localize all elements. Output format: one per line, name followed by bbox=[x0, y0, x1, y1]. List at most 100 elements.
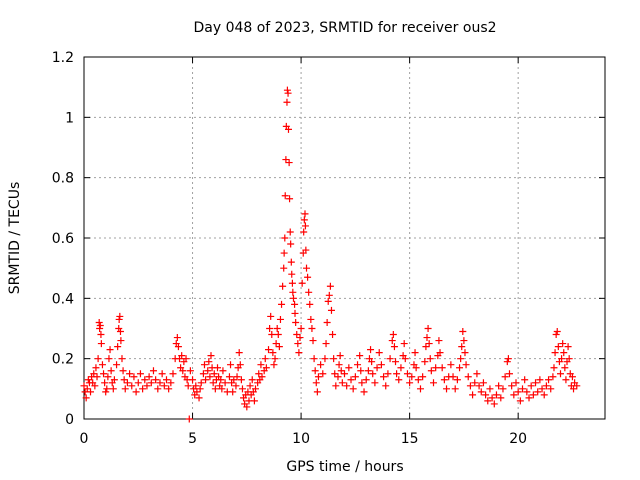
data-point bbox=[382, 382, 390, 390]
data-point bbox=[246, 382, 254, 390]
data-point bbox=[218, 385, 226, 393]
data-point bbox=[330, 355, 338, 363]
data-point bbox=[80, 382, 88, 390]
data-point bbox=[189, 376, 197, 384]
data-point bbox=[334, 373, 342, 381]
y-axis: 0 0.2 0.4 0.6 0.8 1 1.2 bbox=[52, 50, 605, 428]
data-point bbox=[516, 397, 524, 405]
data-point bbox=[280, 249, 288, 257]
data-point bbox=[304, 273, 312, 281]
data-point bbox=[251, 385, 259, 393]
data-point bbox=[323, 318, 331, 326]
data-point bbox=[422, 343, 430, 351]
data-point bbox=[527, 382, 535, 390]
x-tick-label: 20 bbox=[509, 431, 527, 447]
y-tick-label: 1 bbox=[65, 110, 74, 126]
data-point bbox=[285, 159, 293, 167]
x-tick-label: 10 bbox=[292, 431, 310, 447]
data-point bbox=[287, 240, 295, 248]
y-tick-label: 0.2 bbox=[52, 352, 74, 368]
data-point bbox=[96, 321, 104, 329]
data-point bbox=[202, 376, 210, 384]
data-point bbox=[192, 382, 200, 390]
data-point bbox=[162, 376, 170, 384]
data-point bbox=[384, 370, 392, 378]
data-point bbox=[362, 376, 370, 384]
data-point bbox=[270, 361, 278, 369]
data-point bbox=[364, 367, 372, 375]
data-point bbox=[459, 328, 467, 336]
data-point bbox=[508, 382, 516, 390]
data-point bbox=[281, 234, 289, 242]
data-point bbox=[291, 300, 299, 308]
data-point bbox=[278, 300, 286, 308]
x-tick-label: 15 bbox=[401, 431, 419, 447]
data-point bbox=[505, 370, 513, 378]
data-point bbox=[435, 337, 443, 345]
data-point bbox=[116, 328, 124, 336]
data-point bbox=[559, 340, 567, 348]
data-point bbox=[389, 331, 397, 339]
y-axis-label: SRMTID / TECUs bbox=[7, 182, 23, 295]
y-tick-label: 1.2 bbox=[52, 50, 74, 66]
data-point bbox=[356, 352, 364, 360]
data-point bbox=[479, 379, 487, 387]
data-point bbox=[296, 334, 304, 342]
data-point bbox=[286, 195, 294, 203]
data-point bbox=[236, 361, 244, 369]
data-point bbox=[117, 337, 125, 345]
data-point bbox=[100, 370, 108, 378]
data-point bbox=[139, 385, 147, 393]
data-point bbox=[449, 373, 457, 381]
data-point bbox=[149, 367, 157, 375]
data-point bbox=[301, 222, 309, 230]
data-point bbox=[265, 346, 273, 354]
data-point bbox=[291, 309, 299, 317]
data-point bbox=[109, 385, 117, 393]
data-point bbox=[266, 325, 274, 332]
data-point bbox=[120, 376, 128, 384]
data-point bbox=[97, 331, 105, 339]
data-point bbox=[499, 385, 507, 393]
data-point bbox=[568, 373, 576, 381]
data-point bbox=[165, 385, 173, 393]
data-point bbox=[542, 382, 550, 390]
data-point bbox=[293, 331, 301, 339]
data-point bbox=[288, 279, 296, 287]
data-point bbox=[136, 370, 144, 378]
data-point bbox=[558, 355, 566, 363]
x-axis-label: GPS time / hours bbox=[286, 459, 403, 475]
data-point bbox=[332, 382, 340, 390]
data-point bbox=[545, 376, 553, 384]
data-point bbox=[427, 367, 435, 375]
data-point bbox=[556, 370, 564, 378]
data-point bbox=[327, 306, 335, 314]
data-point bbox=[233, 373, 241, 381]
data-point bbox=[98, 361, 106, 369]
data-point bbox=[107, 367, 115, 375]
data-point bbox=[93, 373, 101, 381]
data-point bbox=[152, 376, 160, 384]
data-point bbox=[147, 379, 155, 387]
data-point bbox=[424, 325, 432, 332]
data-point bbox=[311, 367, 319, 375]
data-point bbox=[490, 400, 498, 408]
data-point bbox=[219, 367, 227, 375]
data-point bbox=[204, 367, 212, 375]
x-tick-label: 5 bbox=[188, 431, 197, 447]
data-point bbox=[406, 379, 414, 387]
data-point bbox=[360, 388, 368, 396]
data-point bbox=[126, 370, 134, 378]
data-point bbox=[206, 373, 214, 381]
data-point bbox=[134, 379, 142, 387]
data-point bbox=[110, 376, 118, 384]
data-point bbox=[289, 294, 297, 302]
data-point bbox=[275, 343, 283, 351]
data-point bbox=[560, 349, 568, 357]
data-point bbox=[261, 355, 269, 363]
data-point bbox=[130, 373, 138, 381]
data-point bbox=[549, 373, 557, 381]
data-point bbox=[453, 376, 461, 384]
data-point bbox=[82, 394, 90, 402]
